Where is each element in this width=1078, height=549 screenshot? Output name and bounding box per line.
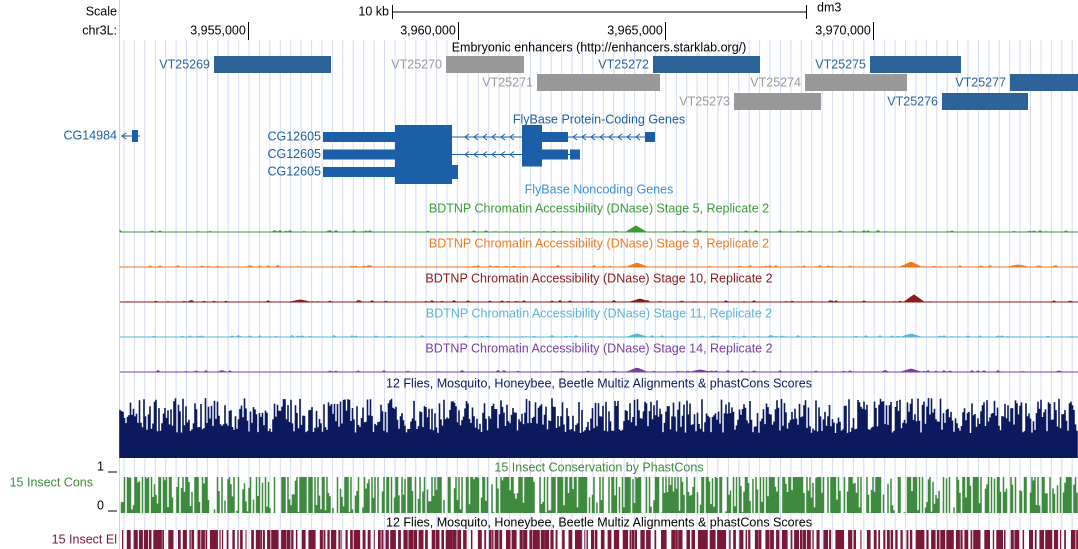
assembly: dm3 bbox=[817, 0, 841, 14]
exon bbox=[323, 167, 395, 177]
scale-bar bbox=[392, 5, 807, 19]
axis-label: 1 bbox=[97, 459, 104, 473]
conserved-elements bbox=[122, 530, 1078, 549]
track-title: BDTNP Chromatin Accessibility (DNase) St… bbox=[426, 306, 772, 320]
exon bbox=[132, 130, 138, 142]
exon bbox=[570, 149, 580, 160]
track-title: FlyBase Protein-Coding Genes bbox=[513, 112, 685, 126]
enhancer bbox=[214, 56, 331, 73]
exon bbox=[542, 149, 568, 160]
enhancer bbox=[446, 56, 524, 73]
gene-label: CG14984 bbox=[63, 128, 117, 142]
exon bbox=[395, 160, 452, 184]
enhancer bbox=[734, 93, 821, 110]
enhancer-label: VT25277 bbox=[955, 75, 1006, 89]
dnase-signal bbox=[120, 367, 1078, 373]
exon bbox=[323, 149, 395, 160]
track-title: BDTNP Chromatin Accessibility (DNase) St… bbox=[425, 271, 772, 285]
enhancer bbox=[805, 74, 907, 91]
enhancer-label: VT25272 bbox=[598, 57, 649, 71]
scale-bar-label: 10 kb bbox=[358, 4, 389, 18]
phastcons-signal bbox=[120, 477, 1078, 513]
enhancer bbox=[942, 93, 1028, 110]
track-title: 12 Flies, Mosquito, Honeybee, Beetle Mul… bbox=[386, 515, 812, 529]
enhancer bbox=[1010, 74, 1078, 91]
track-title: BDTNP Chromatin Accessibility (DNase) St… bbox=[425, 341, 772, 355]
grid-lines bbox=[123, 40, 1073, 549]
axis-ticks bbox=[108, 471, 117, 512]
track-title: 12 Flies, Mosquito, Honeybee, Beetle Mul… bbox=[386, 376, 812, 390]
exon bbox=[542, 132, 568, 142]
chrom: chr3L: bbox=[82, 23, 117, 37]
track-title: BDTNP Chromatin Accessibility (DNase) St… bbox=[429, 201, 769, 215]
track-title: FlyBase Noncoding Genes bbox=[525, 182, 674, 196]
exon bbox=[323, 132, 395, 142]
enhancer bbox=[870, 56, 961, 73]
position-label: 3,960,000 bbox=[400, 23, 456, 37]
scale-label: Scale bbox=[86, 4, 117, 18]
enhancer-label: VT25276 bbox=[887, 94, 938, 108]
intron bbox=[323, 133, 655, 141]
exon bbox=[522, 142, 542, 167]
dnase-signal bbox=[120, 333, 1078, 338]
track-title: BDTNP Chromatin Accessibility (DNase) St… bbox=[429, 236, 769, 250]
dnase-signal bbox=[120, 294, 1078, 303]
track-title: 15 Insect Conservation by PhastCons bbox=[494, 460, 703, 474]
enhancer bbox=[653, 56, 760, 73]
enhancer-label: VT25270 bbox=[391, 57, 442, 71]
axis-label: 0 bbox=[97, 498, 104, 512]
multiz-signal bbox=[119, 398, 1078, 458]
dnase-signal bbox=[119, 225, 1078, 233]
position-label: 3,970,000 bbox=[815, 23, 871, 37]
position-label: 3,955,000 bbox=[190, 23, 246, 37]
track-label: 15 Insect Cons bbox=[10, 475, 93, 489]
enhancer-label: VT25275 bbox=[815, 57, 866, 71]
dnase-signal bbox=[119, 262, 1078, 268]
exon bbox=[452, 165, 458, 179]
gene-label: CG12605 bbox=[267, 164, 321, 178]
enhancer-label: VT25271 bbox=[482, 75, 533, 89]
gene-label: CG12605 bbox=[267, 147, 321, 161]
enhancer-label: VT25274 bbox=[750, 75, 801, 89]
exon bbox=[645, 132, 655, 142]
enhancer bbox=[537, 74, 660, 91]
track-label: 15 Insect El bbox=[52, 532, 117, 546]
position-label: 3,965,000 bbox=[607, 23, 663, 37]
track-title: Embryonic enhancers (http://enhancers.st… bbox=[452, 40, 747, 54]
enhancer-label: VT25269 bbox=[159, 57, 210, 71]
enhancer-label: VT25273 bbox=[679, 94, 730, 108]
gene-label: CG12605 bbox=[267, 129, 321, 143]
